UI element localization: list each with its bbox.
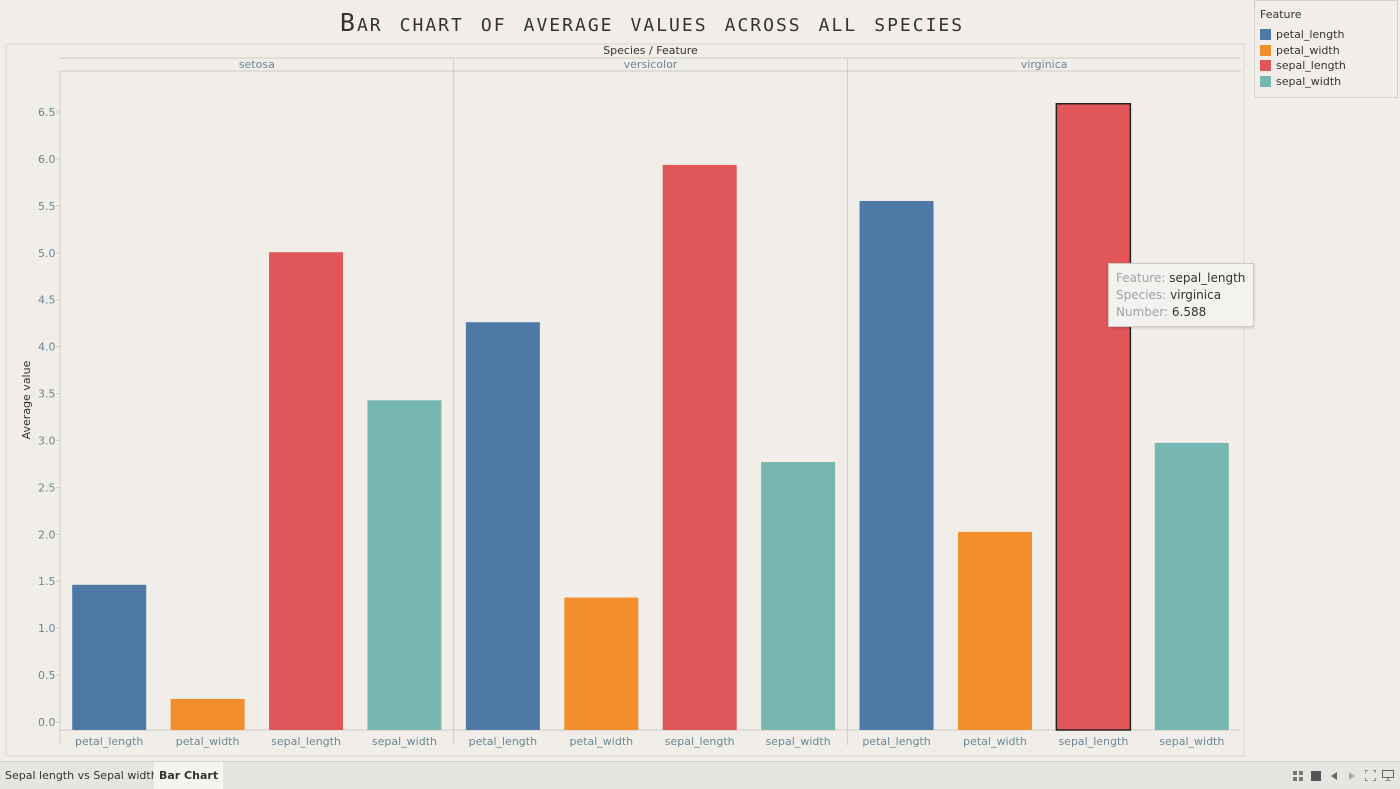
legend-item-sepal-length[interactable]: sepal_length [1260,58,1397,74]
bar-versicolor-petal_width[interactable] [564,597,639,730]
x-tick-label: sepal_width [1159,735,1224,748]
fullscreen-icon[interactable] [1364,770,1376,782]
y-tick-label: 0.0 [38,716,56,729]
x-tick-label: petal_length [75,735,143,748]
x-tick-label: sepal_length [1058,735,1128,748]
y-tick-label: 1.0 [38,622,56,635]
chart-title: Bar chart of average values across all s… [339,8,965,37]
toolbar-icons [1292,762,1394,789]
bar-versicolor-sepal_length[interactable] [662,164,737,731]
legend-label: sepal_length [1276,59,1346,73]
y-tick-label: 6.5 [38,106,56,119]
y-tick-label: 5.0 [38,247,56,260]
tooltip-row-species: Species: virginica [1116,288,1222,302]
y-tick-label: 2.5 [38,481,56,494]
x-tick-label: sepal_width [372,735,437,748]
grid-icon[interactable] [1292,770,1304,782]
bar-setosa-petal_width[interactable] [170,698,245,730]
tooltip: Feature: sepal_length Species: virginica… [1108,263,1254,327]
y-tick-label: 3.0 [38,434,56,447]
x-tick-label: sepal_length [665,735,735,748]
legend-swatch [1260,29,1271,41]
x-tick-label: petal_width [963,735,1027,748]
x-tick-label: petal_width [176,735,240,748]
y-tick-label: 6.0 [38,153,56,166]
x-axis-title: Species / Feature [603,44,698,57]
bar-virginica-sepal_length[interactable] [1055,102,1132,731]
y-tick-label: 4.5 [38,294,56,307]
prev-icon[interactable] [1328,770,1340,782]
legend: Feature petal_length petal_width sepal_l… [1254,0,1398,98]
x-tick-label: petal_width [569,735,633,748]
bar-setosa-petal_length[interactable] [72,584,147,730]
group-label-setosa: setosa [239,58,275,71]
bar-chart: Species / Feature Average value 0.0 0.5 1.0 1… [5,43,1245,757]
tooltip-row-feature: Feature: sepal_length [1116,271,1246,285]
y-tick-label: 5.5 [38,200,56,213]
legend-title: Feature [1260,8,1302,21]
legend-swatch [1260,75,1271,87]
x-tick-label: petal_length [469,735,537,748]
legend-item-petal-width[interactable]: petal_width [1260,43,1397,59]
tab-sepal-scatter[interactable]: Sepal length vs Sepal width [5,769,158,782]
y-tick-label: 1.5 [38,575,56,588]
bar-setosa-sepal_length[interactable] [269,252,344,730]
x-tick-label: sepal_length [271,735,341,748]
y-tick-label: 0.5 [38,669,56,682]
legend-item-sepal-width[interactable]: sepal_width [1260,74,1397,90]
bar-virginica-sepal_width[interactable] [1154,442,1229,730]
sheet-tab-bar: Sepal length vs Sepal width Bar Chart [0,761,1400,789]
bar-versicolor-sepal_width[interactable] [761,462,836,730]
plot-frame [5,43,1245,757]
legend-item-petal-length[interactable]: petal_length [1260,27,1397,43]
legend-label: petal_width [1276,43,1340,57]
tooltip-row-number: Number: 6.588 [1116,305,1207,319]
legend-label: sepal_width [1276,74,1342,88]
present-icon[interactable] [1382,770,1394,782]
bar-versicolor-petal_length[interactable] [465,322,540,730]
group-label-virginica: virginica [1021,58,1068,71]
legend-swatch [1260,44,1271,56]
y-tick-label: 2.0 [38,528,56,541]
x-tick-label: petal_length [862,735,930,748]
bar-virginica-petal_length[interactable] [859,200,934,730]
x-tick-label: sepal_width [766,735,831,748]
legend-swatch [1260,60,1271,72]
legend-label: petal_length [1276,28,1345,42]
next-icon[interactable] [1346,770,1358,782]
y-axis-title: Average value [20,360,33,439]
tab-bar-chart[interactable]: Bar Chart [154,762,224,789]
y-tick-label: 3.5 [38,388,56,401]
group-label-versicolor: versicolor [624,58,678,71]
bar-virginica-petal_width[interactable] [957,531,1032,730]
y-tick-label: 4.0 [38,341,56,354]
square-icon[interactable] [1310,770,1322,782]
bar-setosa-sepal_width[interactable] [367,400,442,730]
